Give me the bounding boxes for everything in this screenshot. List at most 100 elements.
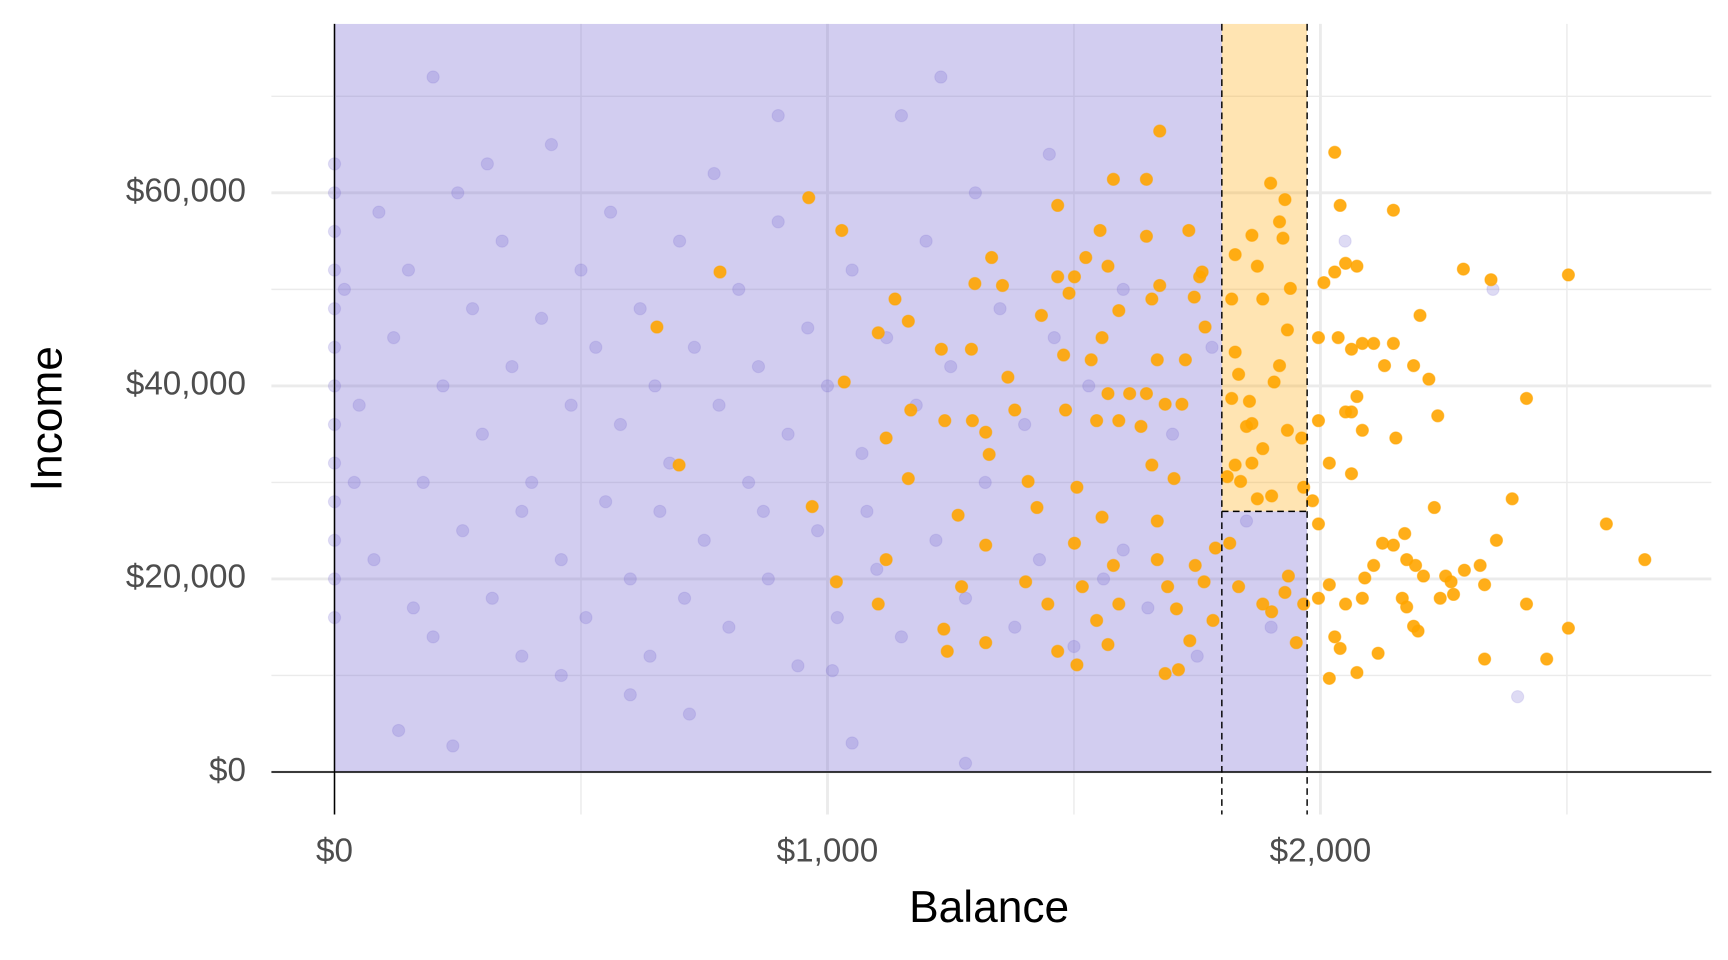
point: [1228, 458, 1242, 472]
point: [623, 572, 637, 586]
point: [1375, 536, 1390, 550]
point: [554, 668, 568, 683]
point: [505, 359, 519, 374]
point: [401, 263, 416, 277]
point: [672, 234, 687, 248]
point: [1145, 458, 1159, 472]
point: [781, 427, 795, 441]
point: [837, 375, 851, 389]
point: [1328, 265, 1342, 279]
point: [1317, 275, 1331, 290]
point: [1540, 652, 1554, 666]
point: [979, 538, 993, 552]
point: [741, 475, 756, 490]
point: [1008, 403, 1022, 417]
point: [1427, 500, 1441, 515]
point: [406, 601, 421, 615]
point: [1051, 198, 1065, 213]
point: [901, 471, 915, 486]
point: [1297, 480, 1311, 494]
point: [1169, 602, 1184, 616]
point: [1141, 601, 1155, 615]
point: [1101, 259, 1115, 273]
point: [1276, 231, 1290, 245]
point: [387, 330, 401, 345]
point: [1295, 431, 1309, 445]
point: [525, 475, 539, 490]
point: [1145, 292, 1159, 306]
point: [954, 580, 969, 594]
point: [1413, 308, 1427, 323]
point: [1278, 585, 1292, 600]
point: [1367, 336, 1381, 351]
point: [1112, 413, 1126, 428]
point: [901, 314, 915, 328]
point: [835, 223, 849, 238]
point: [1198, 320, 1212, 334]
point: [1160, 580, 1175, 594]
point: [1444, 575, 1458, 589]
point: [1250, 259, 1264, 273]
point: [677, 591, 692, 605]
points: [327, 70, 1652, 770]
point: [1231, 580, 1246, 594]
point: [894, 630, 909, 644]
point: [1223, 536, 1237, 550]
point: [1456, 262, 1471, 276]
point: [451, 186, 465, 200]
point: [965, 413, 980, 428]
point: [682, 707, 697, 721]
point: [1093, 223, 1107, 238]
point: [888, 292, 902, 306]
point: [820, 379, 835, 393]
point: [1058, 403, 1073, 417]
point: [465, 302, 480, 316]
point: [1433, 591, 1447, 605]
point: [1183, 634, 1197, 648]
point: [1489, 533, 1504, 547]
point: [1101, 386, 1115, 401]
point: [1228, 345, 1242, 359]
point: [1283, 281, 1298, 296]
point: [937, 622, 951, 636]
point: [1030, 500, 1044, 515]
point: [391, 723, 406, 738]
point: [1139, 229, 1154, 243]
y-tick-label: $40,000: [126, 366, 246, 403]
point: [1280, 323, 1295, 337]
point: [372, 205, 386, 219]
point: [515, 649, 529, 663]
point: [929, 533, 943, 547]
point: [1408, 558, 1423, 573]
point: [1084, 353, 1098, 367]
point: [653, 504, 667, 519]
point: [871, 597, 885, 611]
point: [1175, 397, 1189, 411]
point: [1051, 270, 1065, 284]
point: [1355, 336, 1369, 351]
point: [830, 610, 844, 625]
point: [495, 234, 509, 248]
point: [1289, 635, 1303, 650]
point: [1322, 578, 1336, 592]
point: [1328, 630, 1342, 644]
point: [712, 398, 726, 412]
point: [1386, 336, 1401, 351]
point: [1116, 543, 1130, 557]
point: [1311, 517, 1326, 531]
point: [1377, 358, 1392, 373]
point: [672, 458, 686, 472]
point: [1165, 427, 1180, 441]
point: [1139, 172, 1154, 186]
point: [1245, 228, 1259, 242]
point: [707, 166, 721, 181]
point: [1338, 234, 1352, 248]
point: [1034, 308, 1049, 323]
point: [554, 552, 568, 567]
point: [870, 562, 884, 576]
point: [1171, 663, 1186, 677]
axes: $0 $1,000 $2,000 $0 $20,000 $40,000 $60,000: [126, 23, 1712, 870]
point: [367, 552, 381, 567]
point: [1272, 215, 1287, 229]
point: [1250, 492, 1264, 506]
